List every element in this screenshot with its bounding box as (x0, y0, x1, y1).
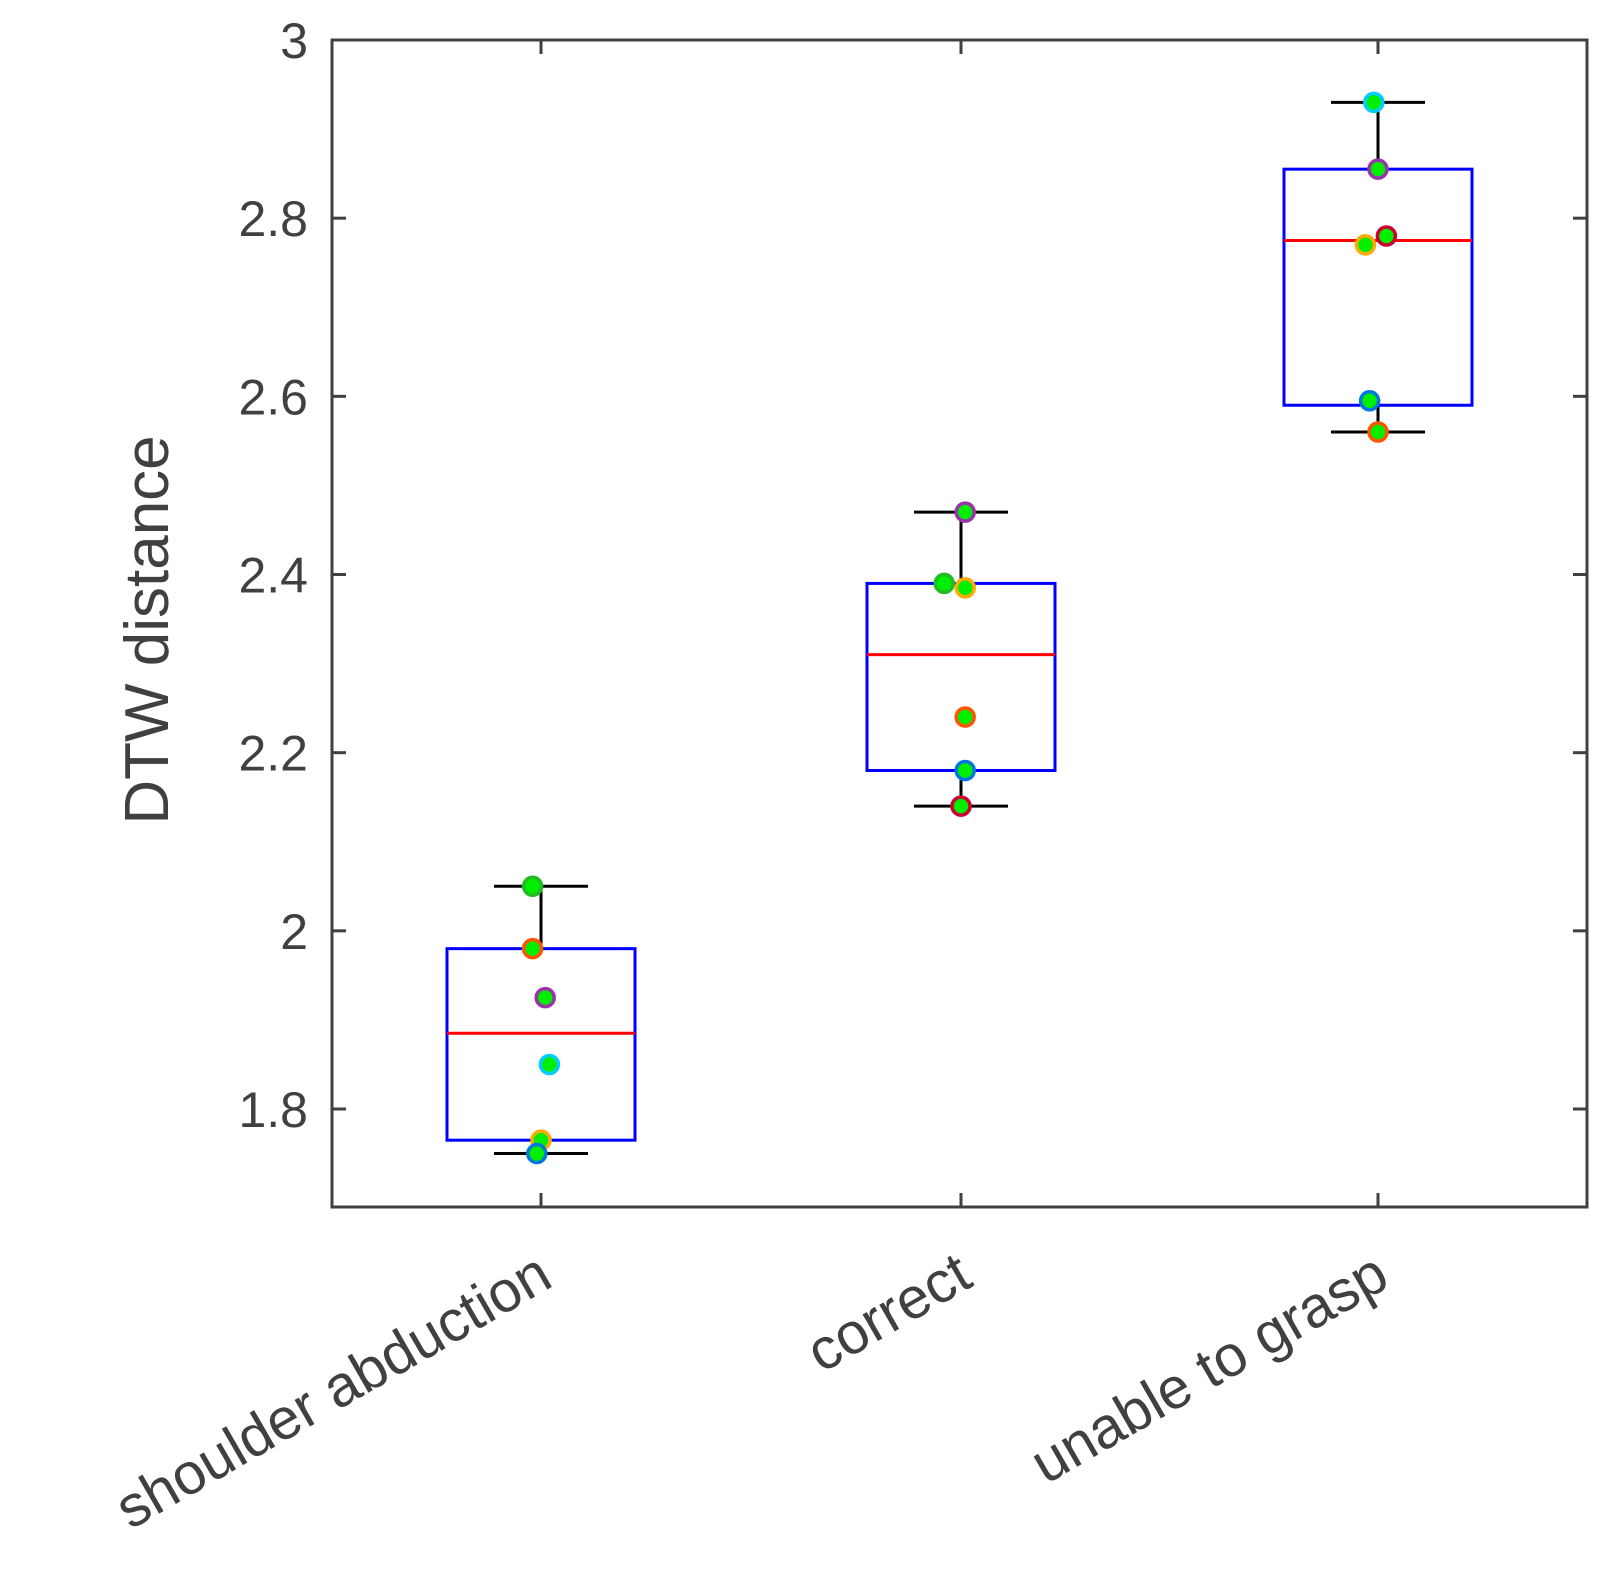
data-point (954, 759, 976, 782)
data-point (1367, 421, 1389, 443)
data-point (538, 1053, 561, 1076)
data-point (954, 706, 976, 728)
y-axis-title: DTW distance (113, 435, 182, 824)
data-point (933, 572, 955, 595)
data-point (521, 875, 544, 898)
y-tick-label: 3 (280, 13, 308, 69)
data-point (954, 577, 976, 599)
data-point (526, 1142, 548, 1165)
y-tick-label: 2.8 (238, 191, 308, 247)
data-point (950, 795, 972, 817)
data-point (1358, 390, 1381, 412)
y-tick-label: 2 (280, 904, 308, 960)
y-tick-label: 2.2 (238, 726, 308, 782)
data-point (1375, 225, 1398, 247)
data-point (954, 501, 976, 523)
data-point (521, 937, 544, 960)
points-layer (521, 91, 1398, 1165)
y-tick-label: 2.4 (238, 548, 308, 604)
y-tick-label: 1.8 (238, 1082, 308, 1138)
y-tick-label: 2.6 (238, 369, 308, 425)
data-point (534, 986, 556, 1009)
data-point (1367, 158, 1389, 180)
data-point (1354, 234, 1377, 256)
data-point (1363, 91, 1385, 114)
